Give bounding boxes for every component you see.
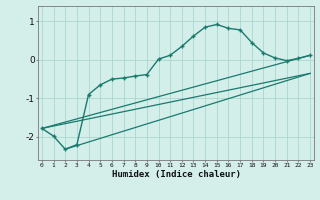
X-axis label: Humidex (Indice chaleur): Humidex (Indice chaleur) — [111, 170, 241, 179]
